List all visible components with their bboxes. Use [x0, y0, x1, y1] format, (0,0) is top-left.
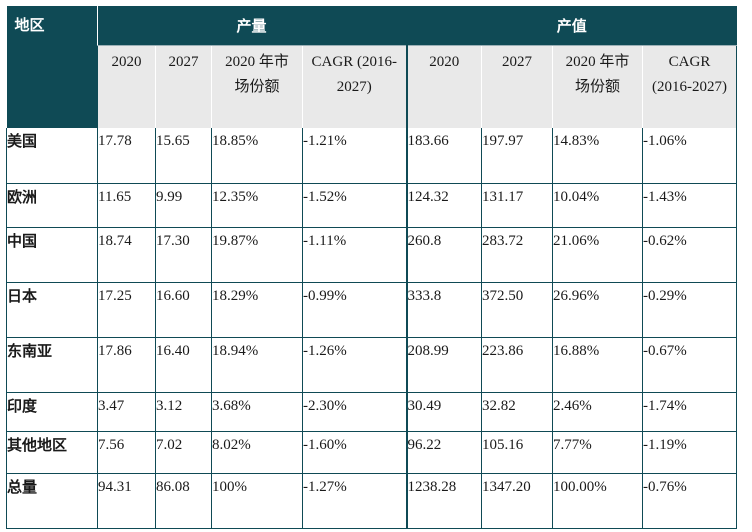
row-region: 欧洲	[6, 183, 98, 228]
table-cell: 7.77%	[552, 431, 643, 474]
table-cell: 100%	[211, 473, 303, 529]
table-cell: 18.85%	[211, 128, 303, 184]
table-cell: 7.56	[97, 431, 156, 474]
header-group-output: 产量	[97, 6, 407, 46]
row-region: 日本	[6, 282, 98, 338]
table-cell: 16.40	[155, 337, 212, 393]
table-cell: 18.94%	[211, 337, 303, 393]
table-cell: 1347.20	[481, 473, 553, 529]
col-header: 2027	[481, 45, 553, 128]
table-cell: 17.30	[155, 227, 212, 283]
col-header: 2020 年市场份额	[211, 45, 303, 128]
table-cell: 19.87%	[211, 227, 303, 283]
table-cell: -0.67%	[642, 337, 737, 393]
col-header: CAGR (2016-2027)	[642, 45, 737, 128]
table-cell: 197.97	[481, 128, 553, 184]
col-header: 2020	[97, 45, 156, 128]
table-cell: 2.46%	[552, 392, 643, 432]
table-cell: -1.21%	[302, 128, 407, 184]
table-row: 其他地区 7.56 7.02 8.02% -1.60% 96.22 105.16…	[6, 431, 737, 474]
table-cell: -1.74%	[642, 392, 737, 432]
table-cell: 100.00%	[552, 473, 643, 529]
table-cell: -1.26%	[302, 337, 407, 393]
table-cell: 94.31	[97, 473, 156, 529]
table-cell: 10.04%	[552, 183, 643, 228]
table-cell: 26.96%	[552, 282, 643, 338]
table-cell: 208.99	[405, 337, 482, 393]
table-cell: 18.74	[97, 227, 156, 283]
table-cell: -1.19%	[642, 431, 737, 474]
table-cell: 11.65	[97, 183, 156, 228]
col-header: 2027	[155, 45, 212, 128]
table-cell: 30.49	[405, 392, 482, 432]
row-region: 中国	[6, 227, 98, 283]
col-header: 2020 年市场份额	[552, 45, 643, 128]
table-cell: 32.82	[481, 392, 553, 432]
table-row: 印度 3.47 3.12 3.68% -2.30% 30.49 32.82 2.…	[6, 392, 737, 432]
table-cell: 260.8	[405, 227, 482, 283]
table-cell: 372.50	[481, 282, 553, 338]
table-cell: 17.78	[97, 128, 156, 184]
col-header: CAGR (2016-2027)	[302, 45, 407, 128]
table-cell: -1.60%	[302, 431, 407, 474]
table-cell: -2.30%	[302, 392, 407, 432]
header-region: 地区	[6, 6, 98, 128]
table-row: 美国 17.78 15.65 18.85% -1.21% 183.66 197.…	[6, 128, 737, 184]
row-region: 印度	[6, 392, 98, 432]
table-cell: -1.52%	[302, 183, 407, 228]
table-cell: 86.08	[155, 473, 212, 529]
table-cell: -0.62%	[642, 227, 737, 283]
market-table: 地区 产量 产值 2020 2027 2020 年市场份额 CAGR (2016…	[6, 6, 737, 529]
table-cell: 105.16	[481, 431, 553, 474]
table-cell: 16.88%	[552, 337, 643, 393]
table-cell: 16.60	[155, 282, 212, 338]
table-cell: 3.68%	[211, 392, 303, 432]
table-cell: 96.22	[405, 431, 482, 474]
table-cell: 15.65	[155, 128, 212, 184]
table-cell: 17.86	[97, 337, 156, 393]
table-row: 中国 18.74 17.30 19.87% -1.11% 260.8 283.7…	[6, 227, 737, 283]
table-cell: 3.47	[97, 392, 156, 432]
table-cell: -1.27%	[302, 473, 407, 529]
table-cell: 17.25	[97, 282, 156, 338]
table-cell: 7.02	[155, 431, 212, 474]
table-row: 日本 17.25 16.60 18.29% -0.99% 333.8 372.5…	[6, 282, 737, 338]
table-cell: 183.66	[405, 128, 482, 184]
table-cell: 223.86	[481, 337, 553, 393]
table-cell: 9.99	[155, 183, 212, 228]
table-cell: -0.29%	[642, 282, 737, 338]
table-cell: 124.32	[405, 183, 482, 228]
table-cell: 21.06%	[552, 227, 643, 283]
table-cell: 18.29%	[211, 282, 303, 338]
table-cell: -1.11%	[302, 227, 407, 283]
table-cell: -0.99%	[302, 282, 407, 338]
table-row: 欧洲 11.65 9.99 12.35% -1.52% 124.32 131.1…	[6, 183, 737, 228]
table-cell: 14.83%	[552, 128, 643, 184]
table-cell: 283.72	[481, 227, 553, 283]
header-group-value: 产值	[405, 6, 737, 46]
row-region: 总量	[6, 473, 98, 529]
table-cell: -0.76%	[642, 473, 737, 529]
table-cell: 12.35%	[211, 183, 303, 228]
table-cell: -1.43%	[642, 183, 737, 228]
table-cell: 8.02%	[211, 431, 303, 474]
table-cell: 3.12	[155, 392, 212, 432]
table-cell: 1238.28	[405, 473, 482, 529]
table-row: 总量 94.31 86.08 100% -1.27% 1238.28 1347.…	[6, 473, 737, 529]
row-region: 其他地区	[6, 431, 98, 474]
table-cell: 333.8	[405, 282, 482, 338]
row-region: 美国	[6, 128, 98, 184]
table-cell: 131.17	[481, 183, 553, 228]
table-row: 东南亚 17.86 16.40 18.94% -1.26% 208.99 223…	[6, 337, 737, 393]
table-cell: -1.06%	[642, 128, 737, 184]
col-header: 2020	[405, 45, 482, 128]
row-region: 东南亚	[6, 337, 98, 393]
